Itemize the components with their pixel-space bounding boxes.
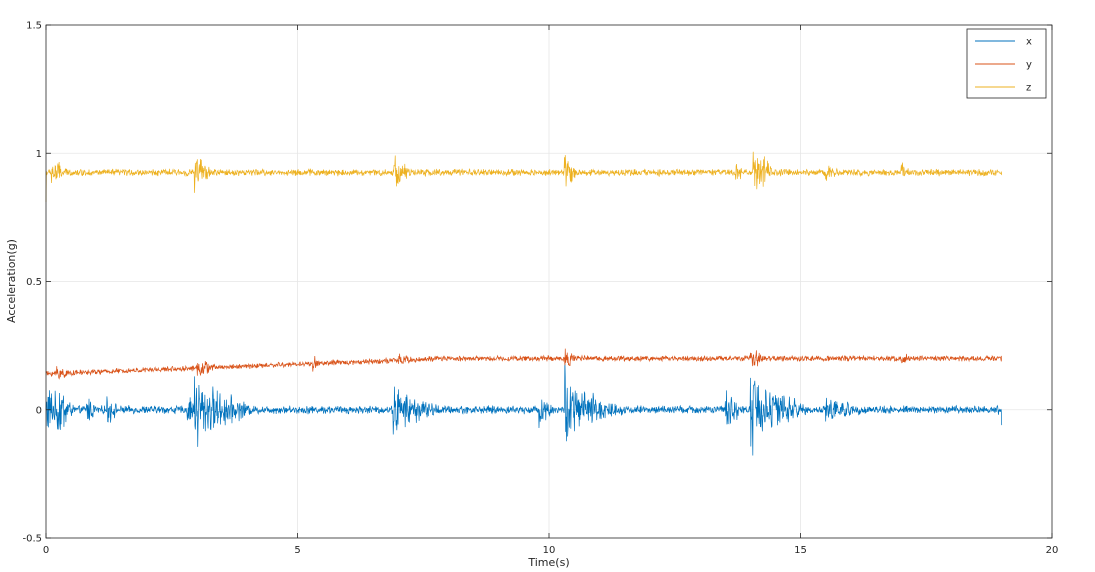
series-line-z: [45, 151, 1003, 202]
y-tick-label-1: 0: [36, 405, 42, 416]
series-line-x: [45, 358, 1003, 456]
axis-ticks: 0 5 10 15 20-0.500.511.5: [22, 21, 1058, 557]
x-tick-label-4: 20: [1046, 545, 1059, 556]
x-tick-label-2: 10: [543, 545, 556, 556]
legend-label-x: x: [1026, 37, 1032, 48]
series-layer: [45, 151, 1003, 456]
x-tick-label-3: 15: [794, 545, 807, 556]
y-tick-label-2: 0.5: [26, 277, 42, 288]
series-line-y: [45, 348, 1003, 380]
legend-label-y: y: [1026, 60, 1032, 71]
x-tick-label-1: 5: [294, 545, 300, 556]
y-axis-label: Acceleration(g): [5, 239, 18, 323]
legend: x y z: [966, 28, 1047, 99]
y-tick-label-3: 1: [36, 149, 42, 160]
y-tick-label-0: -0.5: [22, 534, 42, 545]
legend-label-z: z: [1026, 83, 1031, 94]
x-tick-label-0: 0: [43, 545, 49, 556]
x-axis-label: Time(s): [527, 556, 569, 569]
y-tick-label-4: 1.5: [26, 21, 42, 32]
